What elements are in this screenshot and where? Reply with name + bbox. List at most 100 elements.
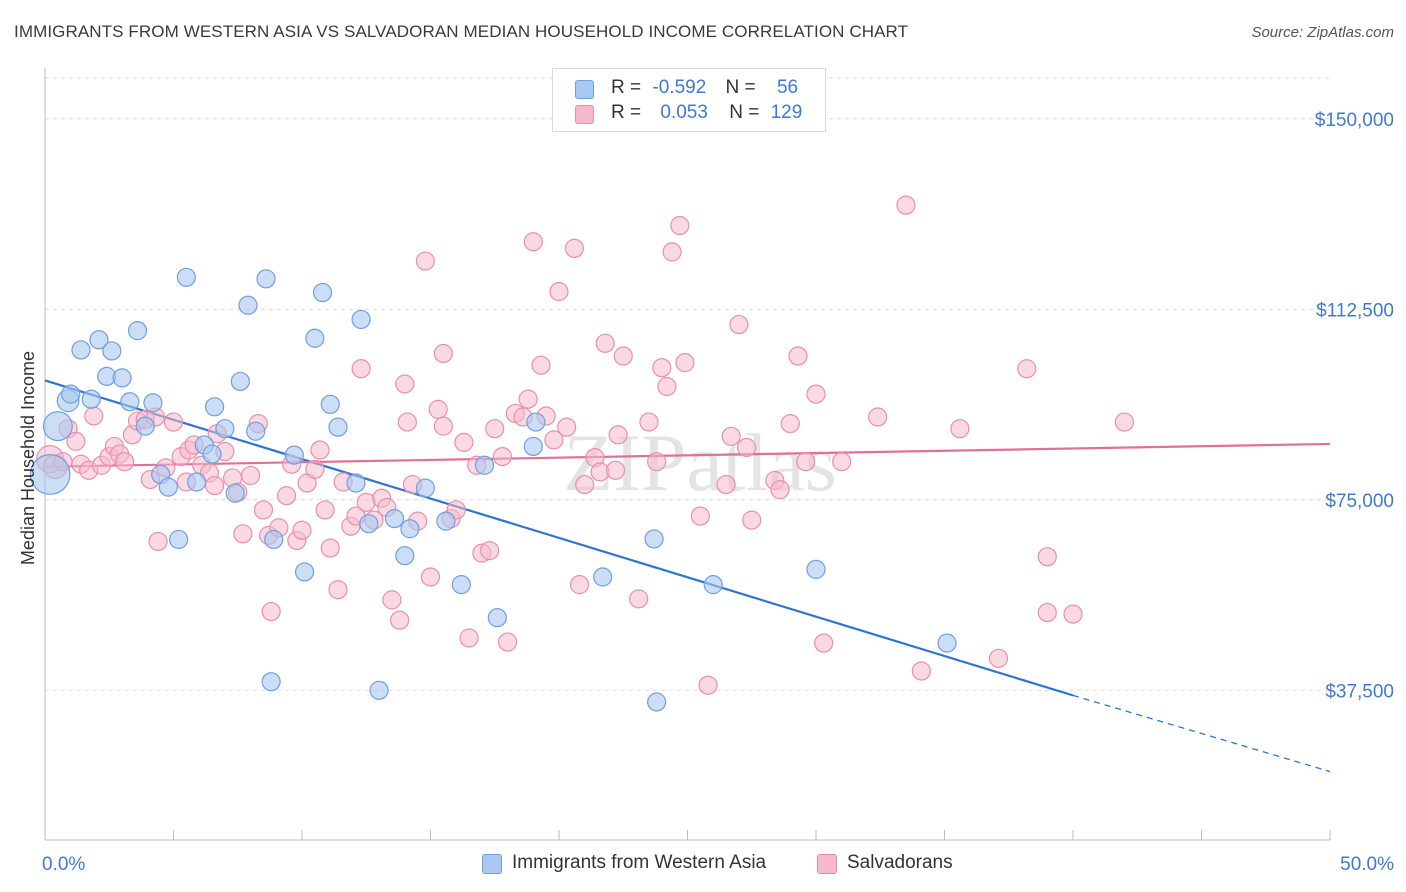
salvadorans-point bbox=[390, 610, 410, 630]
salvadorans-point bbox=[657, 376, 677, 397]
salvadorans-point bbox=[1017, 359, 1037, 379]
western-asia-point bbox=[294, 562, 315, 582]
legend-text: R = -0.592 N = 56 bbox=[611, 77, 798, 99]
salvadorans-point bbox=[780, 414, 800, 434]
n-value: 129 bbox=[770, 102, 803, 123]
western-asia-point bbox=[320, 394, 340, 414]
western-asia-point bbox=[264, 529, 284, 550]
salvadorans-trend-line bbox=[44, 442, 1331, 468]
source-credit: Source: ZipAtlas.com bbox=[1251, 24, 1394, 41]
y-axis-label: Median Household Income bbox=[18, 351, 38, 565]
y-tick-label: $150,000 bbox=[1315, 110, 1394, 131]
salvadorans-point bbox=[742, 510, 762, 530]
salvadorans-point bbox=[988, 648, 1009, 668]
western-asia-point bbox=[703, 575, 723, 595]
western-asia-point bbox=[647, 692, 667, 712]
salvadorans-point bbox=[315, 500, 335, 520]
western-asia-point bbox=[158, 477, 178, 497]
salvadorans-point bbox=[806, 384, 826, 404]
salvadorans-point bbox=[629, 589, 649, 609]
salvadorans-point bbox=[310, 440, 330, 460]
salvadorans-point bbox=[544, 430, 564, 450]
western-asia-point bbox=[135, 416, 155, 436]
western-asia-point bbox=[384, 508, 405, 529]
pink-swatch bbox=[817, 854, 837, 874]
western-asia-point bbox=[474, 455, 495, 475]
western-asia-point bbox=[359, 514, 379, 534]
western-asia-point bbox=[937, 633, 957, 653]
y-tick-label: $112,500 bbox=[1316, 300, 1394, 321]
western-asia-point bbox=[593, 567, 613, 587]
western-asia-point bbox=[351, 309, 371, 330]
r-value: 0.053 bbox=[660, 102, 708, 123]
salvadorans-point bbox=[433, 343, 453, 364]
salvadorans-point bbox=[428, 399, 448, 419]
salvadorans-point bbox=[605, 460, 626, 480]
n-label: N = bbox=[725, 77, 756, 98]
western-asia-points bbox=[29, 267, 957, 712]
legend-label: Immigrants from Western Asia bbox=[512, 852, 767, 873]
salvadorans-point bbox=[557, 417, 577, 437]
salvadorans-point bbox=[459, 628, 479, 648]
western-asia-point bbox=[225, 483, 245, 503]
western-asia-point bbox=[284, 445, 304, 465]
western-asia-point bbox=[436, 511, 456, 531]
salvadorans-point bbox=[911, 661, 931, 681]
salvadorans-point bbox=[1063, 604, 1083, 624]
salvadorans-point bbox=[814, 633, 834, 653]
salvadorans-point bbox=[613, 346, 633, 366]
salvadorans-point bbox=[328, 580, 348, 600]
n-value: 56 bbox=[776, 77, 799, 98]
western-asia-point bbox=[400, 519, 420, 539]
western-asia-point bbox=[176, 267, 196, 287]
salvadorans-point bbox=[433, 416, 453, 436]
western-asia-point bbox=[806, 559, 826, 579]
legend-label: Salvadorans bbox=[847, 852, 953, 873]
salvadorans-point bbox=[670, 215, 690, 236]
salvadorans-point bbox=[523, 232, 543, 252]
salvadorans-point bbox=[729, 314, 749, 335]
western-asia-point bbox=[81, 389, 101, 409]
r-label: R = bbox=[611, 77, 642, 98]
salvadorans-point bbox=[1037, 547, 1057, 567]
y-tick-label: $37,500 bbox=[1325, 681, 1394, 702]
salvadorans-point bbox=[796, 452, 816, 472]
r-value: -0.592 bbox=[652, 77, 707, 98]
salvadorans-point bbox=[241, 465, 261, 486]
western-asia-point bbox=[202, 444, 222, 464]
salvadorans-point bbox=[564, 238, 585, 258]
n-label: N = bbox=[729, 102, 760, 123]
western-asia-point bbox=[451, 575, 471, 595]
salvadorans-point bbox=[868, 407, 888, 427]
western-asia-point bbox=[205, 397, 225, 417]
salvadorans-point bbox=[698, 675, 718, 695]
western-asia-point bbox=[312, 282, 333, 303]
western-asia-point bbox=[395, 546, 415, 566]
western-asia-point bbox=[305, 328, 325, 348]
correlation-legend: R = -0.592 N = 56 R = 0.053 N = 129 bbox=[552, 68, 826, 132]
salvadorans-point bbox=[575, 474, 595, 495]
western-asia-point bbox=[61, 384, 81, 404]
salvadorans-point bbox=[652, 358, 672, 378]
salvadorans-point bbox=[595, 333, 615, 353]
salvadorans-point bbox=[662, 242, 682, 262]
salvadorans-point bbox=[608, 425, 628, 445]
western-asia-point bbox=[256, 269, 276, 289]
western-asia-point bbox=[89, 330, 109, 350]
x-tick-label: 0.0% bbox=[42, 854, 85, 875]
salvadorans-point bbox=[1114, 412, 1135, 432]
chart-title: IMMIGRANTS FROM WESTERN ASIA VS SALVADOR… bbox=[14, 22, 909, 41]
salvadorans-point bbox=[253, 500, 274, 520]
western-asia-point bbox=[261, 672, 281, 692]
salvadorans-point bbox=[721, 426, 741, 446]
western-asia-point bbox=[246, 421, 266, 441]
salvadorans-point bbox=[950, 419, 970, 439]
blue-swatch bbox=[575, 80, 594, 99]
western-asia-point bbox=[127, 321, 148, 341]
salvadorans-point bbox=[276, 486, 297, 506]
salvadorans-point bbox=[639, 412, 659, 432]
western-asia-point bbox=[328, 417, 348, 437]
western-asia-point bbox=[169, 529, 189, 550]
salvadorans-point bbox=[66, 431, 86, 451]
blue-swatch bbox=[482, 854, 502, 874]
